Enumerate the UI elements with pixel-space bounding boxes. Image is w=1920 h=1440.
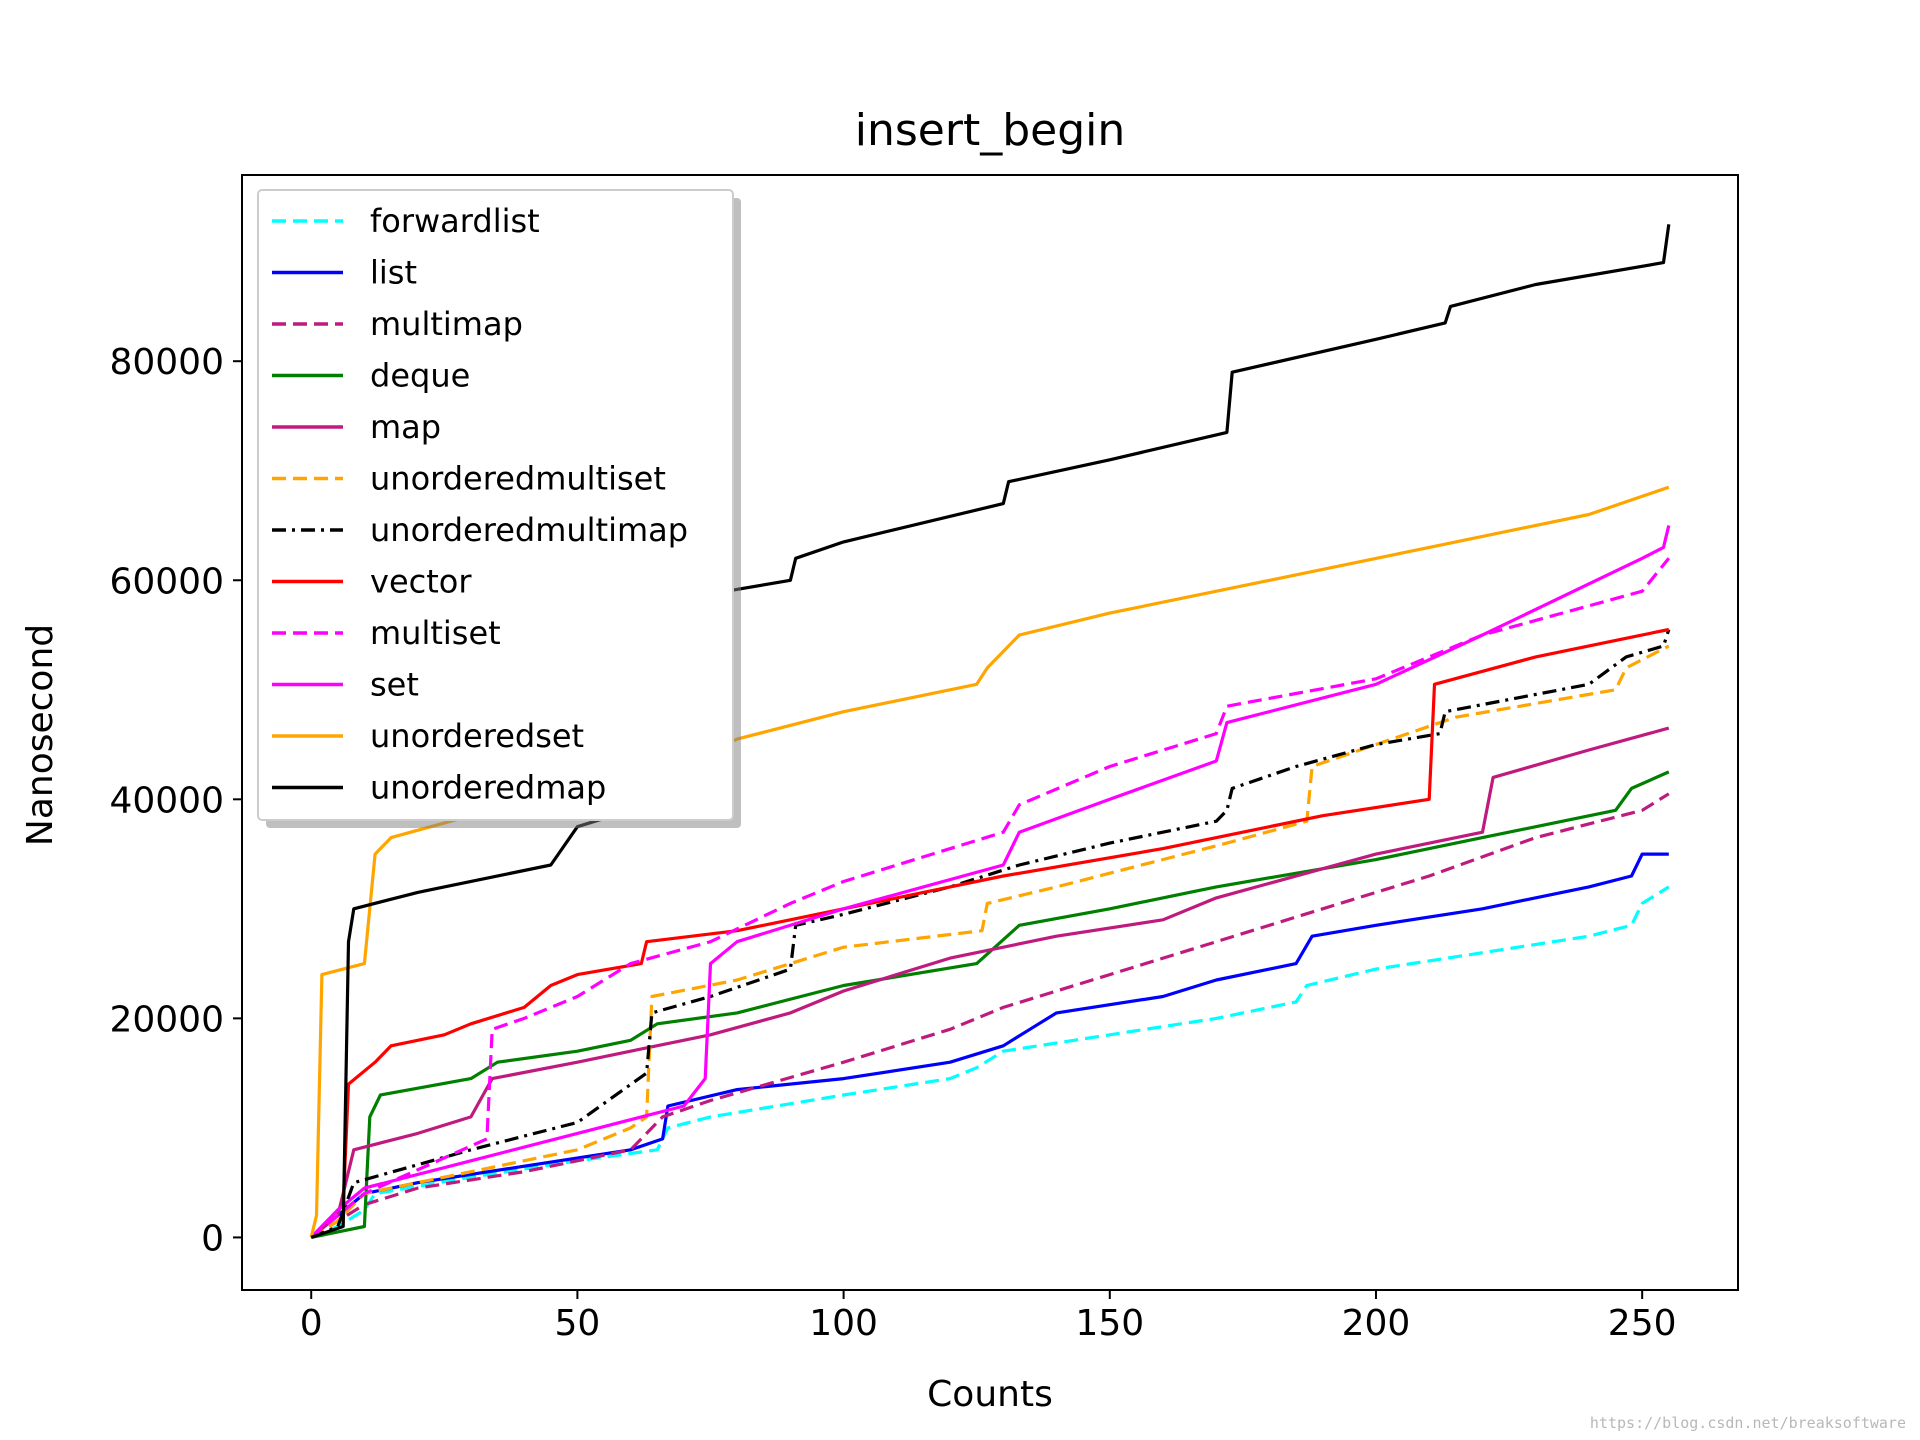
y-tick-label: 80000: [109, 342, 224, 383]
watermark: https://blog.csdn.net/breaksoftware: [1589, 1414, 1906, 1432]
series-line-set: [310, 525, 1671, 1239]
series-line-map: [310, 726, 1670, 1239]
x-tick-label: 50: [554, 1303, 600, 1344]
legend-label-unorderedmultimap: unorderedmultimap: [370, 511, 688, 549]
series-line-list: [310, 852, 1669, 1239]
x-tick-label: 100: [809, 1303, 878, 1344]
legend-label-multimap: multimap: [370, 305, 523, 343]
series-line-multiset: [310, 557, 1671, 1239]
x-tick-label: 250: [1608, 1303, 1677, 1344]
legend-box: [257, 189, 734, 821]
series-line-unorderedmultiset: [310, 644, 1670, 1239]
legend-label-set: set: [370, 666, 419, 704]
x-axis-label: Counts: [927, 1374, 1053, 1415]
legend-label-map: map: [370, 408, 441, 446]
legend-label-unorderedmap: unorderedmap: [370, 769, 606, 807]
y-tick-label: 40000: [109, 780, 224, 821]
y-axis-label: Nanosecond: [20, 624, 61, 846]
series-line-unorderedmultimap: [310, 629, 1671, 1239]
legend-label-unorderedset: unorderedset: [370, 717, 584, 755]
y-tick-label: 60000: [109, 561, 224, 602]
legend-label-vector: vector: [370, 563, 472, 601]
x-axis: 0 50 100 150 200 250: [300, 1290, 1677, 1344]
legend: forwardlist list multimap deque map unordered…: [257, 189, 741, 828]
legend-label-unorderedmultiset: unorderedmultiset: [370, 460, 666, 498]
series-line-vector: [310, 627, 1670, 1239]
legend-label-list: list: [370, 254, 417, 292]
x-tick-label: 0: [300, 1303, 323, 1344]
series-line-deque: [310, 770, 1670, 1239]
x-tick-label: 200: [1342, 1303, 1411, 1344]
chart-title: insert_begin: [855, 105, 1126, 156]
y-tick-label: 20000: [109, 999, 224, 1040]
y-tick-label: 0: [201, 1218, 224, 1259]
series-line-forwardlist: [310, 885, 1670, 1239]
legend-label-forwardlist: forwardlist: [370, 202, 540, 240]
legend-label-multiset: multiset: [370, 614, 501, 652]
series-line-multimap: [310, 792, 1670, 1239]
y-axis: 0 20000 40000 60000 80000: [109, 342, 242, 1259]
series-line-unorderedmap: [310, 224, 1671, 1239]
plot-frame: [241, 174, 1739, 1291]
legend-label-deque: deque: [370, 357, 470, 395]
x-tick-label: 150: [1075, 1303, 1144, 1344]
